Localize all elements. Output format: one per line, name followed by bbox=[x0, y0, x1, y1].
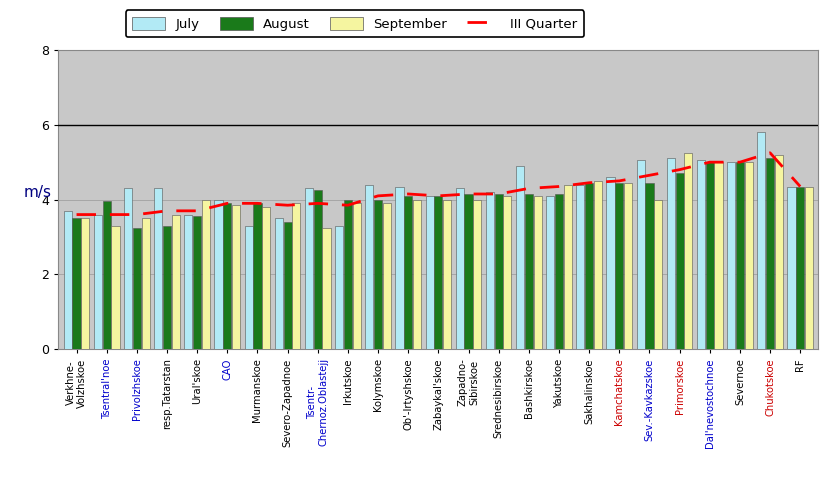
Bar bbox=[524, 194, 533, 349]
Bar bbox=[473, 200, 481, 349]
Bar bbox=[124, 189, 132, 349]
Bar bbox=[232, 205, 240, 349]
Bar bbox=[215, 200, 223, 349]
Bar bbox=[624, 183, 632, 349]
Bar bbox=[576, 185, 584, 349]
Bar bbox=[292, 204, 301, 349]
Bar bbox=[555, 194, 563, 349]
Bar bbox=[305, 189, 313, 349]
Bar bbox=[443, 200, 451, 349]
Bar bbox=[245, 226, 253, 349]
Bar bbox=[676, 174, 684, 349]
Bar bbox=[494, 194, 503, 349]
Bar bbox=[344, 200, 352, 349]
Bar bbox=[697, 160, 705, 349]
Bar bbox=[736, 162, 744, 349]
Bar bbox=[262, 207, 271, 349]
Y-axis label: m/s: m/s bbox=[23, 185, 51, 200]
Bar bbox=[745, 162, 752, 349]
Bar bbox=[193, 217, 201, 349]
Bar bbox=[516, 166, 524, 349]
Bar bbox=[284, 222, 291, 349]
Bar bbox=[103, 202, 111, 349]
Bar bbox=[534, 196, 542, 349]
Bar bbox=[202, 200, 210, 349]
Bar bbox=[615, 183, 624, 349]
Bar bbox=[374, 200, 382, 349]
Bar bbox=[382, 204, 391, 349]
Bar bbox=[141, 219, 149, 349]
Bar bbox=[223, 204, 231, 349]
Bar bbox=[322, 228, 331, 349]
Bar bbox=[766, 159, 774, 349]
Bar bbox=[94, 215, 102, 349]
Bar bbox=[314, 190, 321, 349]
Bar bbox=[796, 187, 804, 349]
Bar bbox=[275, 219, 283, 349]
Bar bbox=[684, 153, 692, 349]
Bar bbox=[73, 219, 81, 349]
Bar bbox=[81, 219, 89, 349]
Bar bbox=[456, 189, 464, 349]
Bar bbox=[667, 159, 675, 349]
Bar bbox=[352, 204, 361, 349]
Bar bbox=[727, 162, 736, 349]
Bar bbox=[426, 196, 433, 349]
Bar bbox=[154, 189, 162, 349]
Bar bbox=[404, 196, 412, 349]
Bar bbox=[365, 185, 373, 349]
Bar bbox=[486, 192, 494, 349]
Bar bbox=[805, 187, 813, 349]
Legend: July, August, September, III Quarter: July, August, September, III Quarter bbox=[126, 10, 584, 37]
Bar bbox=[706, 162, 714, 349]
Bar bbox=[185, 215, 193, 349]
Bar bbox=[546, 196, 554, 349]
Bar bbox=[757, 132, 766, 349]
Bar bbox=[464, 194, 473, 349]
Bar bbox=[163, 226, 171, 349]
Bar bbox=[63, 211, 72, 349]
Bar bbox=[585, 183, 593, 349]
Bar bbox=[564, 185, 572, 349]
Bar bbox=[335, 226, 343, 349]
Bar bbox=[594, 181, 602, 349]
Bar bbox=[111, 226, 119, 349]
Bar bbox=[133, 228, 141, 349]
Bar bbox=[787, 187, 796, 349]
Bar bbox=[775, 155, 783, 349]
Bar bbox=[654, 200, 662, 349]
Bar bbox=[606, 177, 615, 349]
Bar bbox=[645, 183, 654, 349]
Bar bbox=[434, 196, 443, 349]
Bar bbox=[504, 196, 512, 349]
Bar bbox=[715, 162, 722, 349]
Bar bbox=[396, 187, 403, 349]
Bar bbox=[636, 160, 645, 349]
Bar bbox=[253, 204, 261, 349]
Bar bbox=[172, 215, 180, 349]
Bar bbox=[412, 200, 421, 349]
